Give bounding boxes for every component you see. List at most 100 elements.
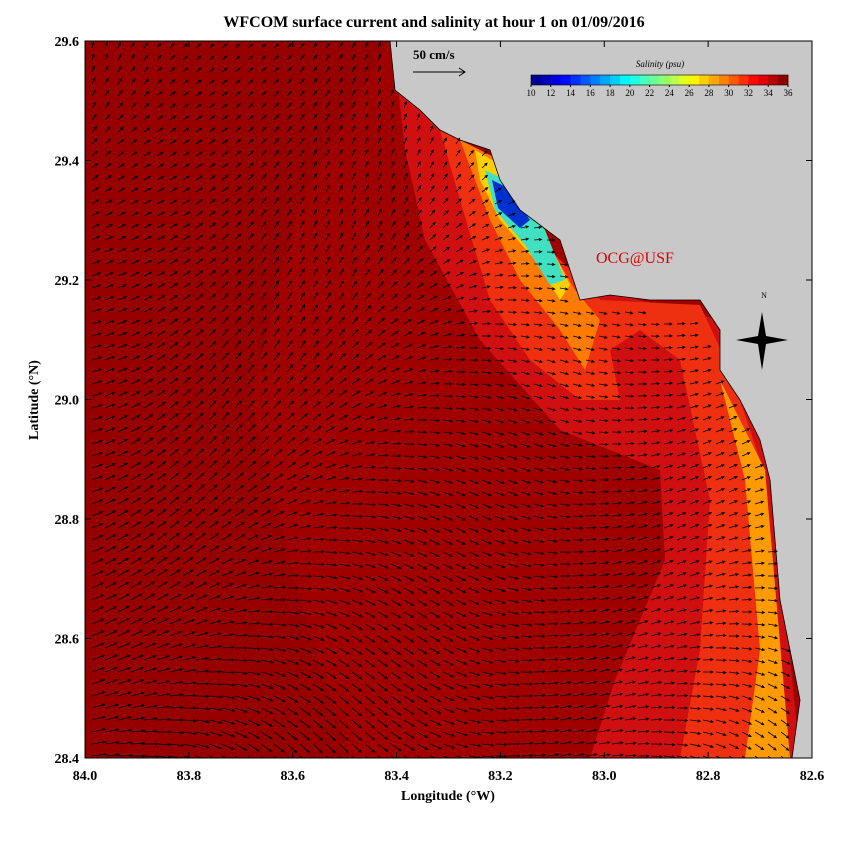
current-arrow bbox=[351, 719, 362, 729]
current-arrow bbox=[130, 211, 139, 217]
current-arrow bbox=[195, 67, 202, 73]
current-arrow bbox=[364, 41, 369, 49]
current-arrow bbox=[390, 124, 395, 133]
current-arrow bbox=[741, 634, 753, 639]
current-arrow bbox=[468, 563, 480, 569]
current-arrow bbox=[273, 232, 280, 241]
current-arrow bbox=[247, 174, 254, 181]
current-arrow bbox=[208, 545, 220, 553]
current-arrow bbox=[260, 695, 274, 702]
current-arrow bbox=[403, 695, 415, 703]
current-arrow bbox=[364, 354, 373, 361]
current-arrow bbox=[637, 608, 649, 613]
current-arrow bbox=[195, 163, 203, 169]
current-arrow bbox=[143, 449, 154, 457]
colorbar-tick-label: 16 bbox=[586, 88, 596, 98]
current-arrow bbox=[546, 250, 556, 254]
current-arrow bbox=[728, 755, 734, 758]
current-arrow bbox=[598, 359, 609, 363]
current-arrow bbox=[312, 388, 321, 397]
current-arrow bbox=[143, 54, 149, 61]
current-arrow bbox=[390, 466, 402, 470]
current-arrow bbox=[377, 647, 389, 655]
current-arrow bbox=[377, 683, 389, 692]
current-arrow bbox=[351, 378, 361, 385]
current-arrow bbox=[91, 150, 98, 157]
current-arrow bbox=[117, 391, 128, 397]
current-arrow bbox=[546, 705, 559, 709]
current-arrow bbox=[364, 539, 377, 544]
current-arrow bbox=[312, 525, 325, 529]
current-arrow bbox=[572, 740, 585, 745]
current-arrow bbox=[104, 236, 114, 241]
current-arrow bbox=[650, 742, 663, 746]
current-arrow bbox=[416, 503, 428, 508]
current-arrow bbox=[676, 524, 687, 529]
current-arrow bbox=[104, 368, 115, 373]
current-arrow bbox=[572, 467, 583, 471]
current-arrow bbox=[247, 103, 254, 109]
current-arrow bbox=[546, 359, 557, 364]
current-arrow bbox=[221, 645, 236, 649]
current-arrow bbox=[182, 353, 191, 361]
current-arrow bbox=[130, 272, 140, 277]
colorbar-cell bbox=[768, 75, 779, 85]
current-arrow bbox=[104, 427, 116, 433]
current-arrow bbox=[546, 693, 559, 697]
current-arrow bbox=[611, 323, 621, 327]
current-arrow bbox=[195, 582, 208, 589]
current-arrow bbox=[572, 573, 584, 578]
current-arrow bbox=[520, 658, 533, 663]
current-arrow bbox=[403, 647, 415, 655]
current-arrow bbox=[234, 743, 248, 751]
current-arrow bbox=[559, 515, 571, 519]
current-arrow bbox=[663, 369, 674, 374]
current-arrow bbox=[442, 173, 448, 181]
current-arrow bbox=[91, 356, 103, 361]
current-arrow bbox=[377, 342, 386, 349]
current-arrow bbox=[442, 443, 454, 448]
current-arrow bbox=[273, 400, 282, 409]
current-arrow bbox=[156, 581, 168, 589]
current-arrow bbox=[221, 43, 228, 49]
current-arrow bbox=[260, 547, 273, 553]
current-arrow bbox=[559, 262, 569, 267]
current-arrow bbox=[351, 527, 364, 531]
current-arrow bbox=[572, 371, 583, 376]
current-arrow bbox=[481, 539, 493, 545]
current-arrow bbox=[286, 256, 292, 265]
current-arrow bbox=[598, 490, 610, 494]
current-arrow bbox=[377, 527, 389, 532]
current-arrow bbox=[143, 366, 154, 373]
current-arrow bbox=[481, 211, 490, 217]
current-arrow bbox=[182, 377, 191, 385]
current-arrow bbox=[481, 527, 493, 533]
current-arrow bbox=[312, 587, 325, 592]
current-arrow bbox=[91, 499, 104, 505]
current-arrow bbox=[91, 284, 102, 289]
current-arrow bbox=[637, 500, 648, 505]
current-arrow bbox=[195, 460, 205, 469]
current-arrow bbox=[104, 77, 109, 85]
current-arrow bbox=[390, 244, 397, 253]
current-arrow bbox=[143, 115, 151, 121]
current-arrow bbox=[390, 148, 395, 157]
current-arrow bbox=[338, 328, 346, 337]
current-arrow bbox=[325, 244, 331, 253]
current-arrow bbox=[156, 692, 171, 697]
current-arrow bbox=[507, 407, 518, 412]
current-arrow bbox=[390, 257, 397, 265]
current-arrow bbox=[702, 572, 713, 577]
current-arrow bbox=[715, 464, 725, 469]
current-arrow bbox=[455, 719, 469, 725]
current-arrow bbox=[325, 66, 331, 73]
current-arrow bbox=[676, 357, 686, 361]
current-arrow bbox=[611, 644, 623, 649]
current-arrow bbox=[624, 753, 637, 758]
current-arrow bbox=[143, 679, 158, 685]
current-arrow bbox=[546, 371, 557, 376]
current-arrow bbox=[260, 209, 267, 217]
current-arrow bbox=[195, 151, 203, 157]
current-arrow bbox=[377, 101, 382, 109]
current-arrow bbox=[689, 488, 700, 493]
